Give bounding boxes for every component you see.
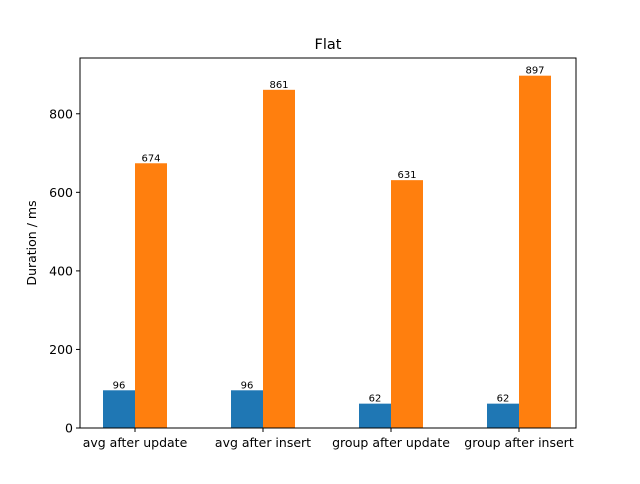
bars-layer [103, 75, 551, 429]
bar-series2-3 [519, 75, 551, 428]
data-label-series2-3: 897 [525, 66, 544, 77]
data-label-series2-1: 861 [269, 80, 288, 91]
data-label-series1-0: 96 [113, 380, 126, 391]
chart-title: Flat [315, 37, 342, 53]
y-tick-label-1: 200 [49, 342, 73, 357]
data-label-series1-1: 96 [241, 380, 254, 391]
y-axis: 0 200 400 600 800 [49, 106, 80, 436]
bar-series1-0 [103, 390, 135, 428]
plot-frame [79, 57, 577, 429]
y-tick-label-4: 800 [49, 106, 73, 121]
x-tick-label-0: avg after update [83, 435, 188, 450]
x-axis: avg after update avg after insert group af… [83, 428, 574, 450]
x-tick-label-1: avg after insert [215, 435, 311, 450]
y-tick-label-0: 0 [65, 421, 73, 436]
bar-series1-3 [487, 403, 519, 428]
y-tick-label-2: 400 [49, 263, 73, 278]
bar-series2-0 [135, 163, 167, 429]
x-tick-label-2: group after update [332, 435, 450, 450]
bar-series2-2 [391, 180, 423, 428]
data-label-series2-2: 631 [397, 170, 416, 181]
y-tick-label-3: 600 [49, 185, 73, 200]
data-label-series1-3: 62 [497, 394, 510, 405]
data-labels-layer: 96 96 62 62 674 861 631 897 [113, 66, 545, 405]
x-tick-label-3: group after insert [464, 435, 574, 450]
bar-series2-1 [263, 89, 295, 429]
bar-series1-2 [359, 403, 391, 428]
y-axis-label: Duration / ms [24, 200, 39, 285]
data-label-series2-0: 674 [141, 153, 160, 164]
bar-series1-1 [231, 390, 263, 428]
data-label-series1-2: 62 [369, 394, 382, 405]
